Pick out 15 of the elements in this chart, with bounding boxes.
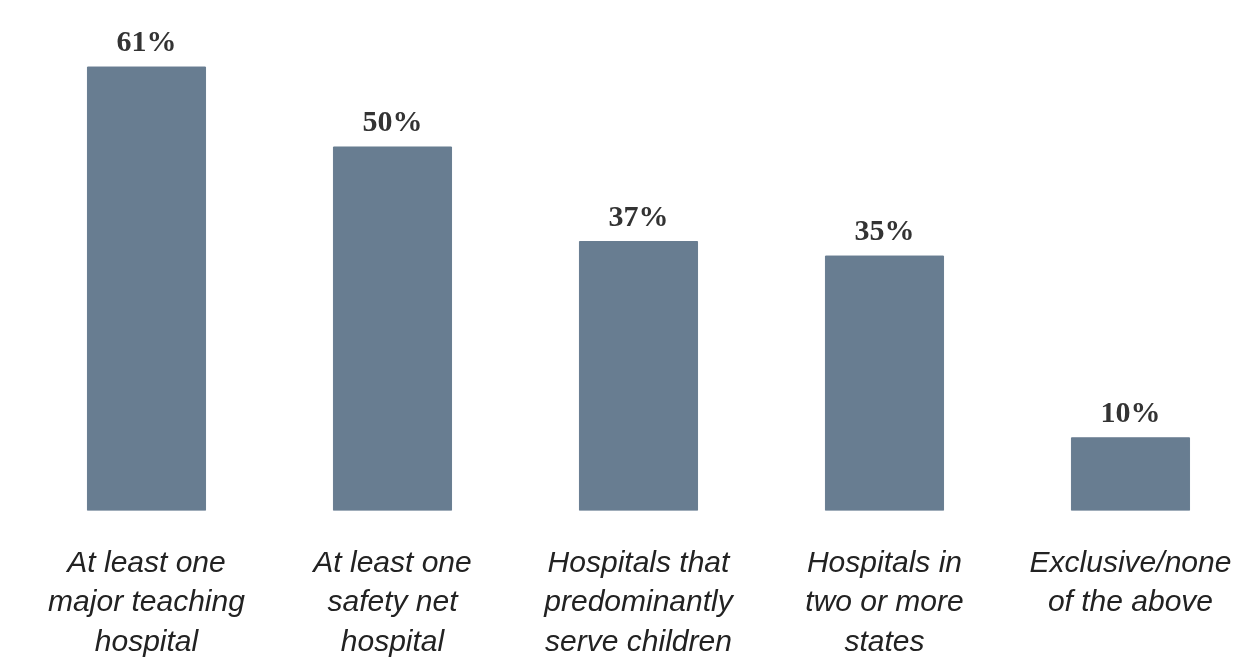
data-label: 35% (854, 213, 915, 247)
x-tick-label: Hospitals in two or more states (805, 544, 964, 657)
x-tick-label: At least one major teaching hospital (48, 544, 246, 657)
bar (578, 241, 699, 511)
bar (1070, 437, 1191, 511)
bar (332, 146, 453, 511)
x-tick-label: Hospitals that predominantly serve children (543, 544, 735, 657)
data-label: 61% (116, 24, 177, 58)
bar (824, 255, 945, 511)
bar (86, 66, 207, 511)
x-tick-label: Exclusive/none of the above (1029, 544, 1232, 618)
data-label: 37% (608, 198, 669, 232)
data-label: 50% (362, 103, 423, 137)
x-tick-label: At least one safety net hospital (311, 544, 472, 657)
data-label: 10% (1100, 394, 1161, 428)
